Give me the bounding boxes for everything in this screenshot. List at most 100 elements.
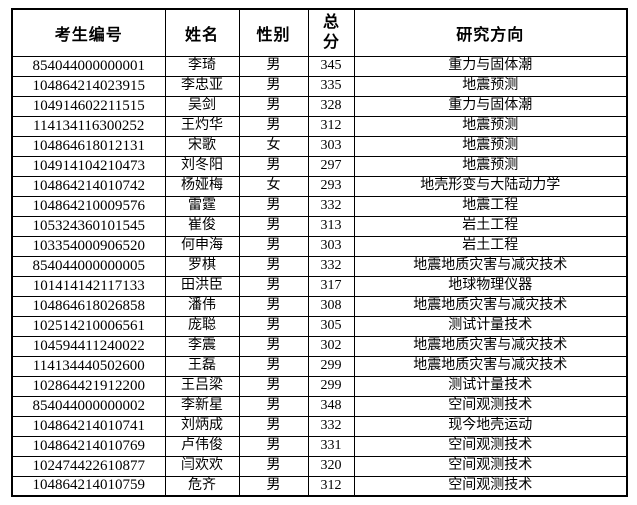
table-row: 102514210006561 庞聪男 305 测试计量技术 bbox=[11, 315, 628, 337]
cell-gender: 男 bbox=[238, 55, 309, 77]
table-row: 102474422610877 闫欢欢男 320 空间观测技术 bbox=[11, 455, 628, 477]
cell-name: 田洪臣 bbox=[164, 275, 240, 297]
cell-total-score: 297 bbox=[307, 155, 355, 177]
table-body: 854044000000001 李琦男 345 重力与固体潮 1048642140239… bbox=[11, 55, 628, 497]
cell-name: 危齐 bbox=[164, 475, 240, 497]
table-row: 114134440502600 王磊男 299 地震地质灾害与减灾技术 bbox=[11, 355, 628, 377]
table-row: 104864214010769 卢伟俊男 331 空间观测技术 bbox=[11, 435, 628, 457]
cell-name: 宋歌 bbox=[164, 135, 240, 157]
table-row: 104864210009576 雷霆男 332 地震工程 bbox=[11, 195, 628, 217]
cell-total-score: 320 bbox=[307, 455, 355, 477]
cell-name: 杨娅梅 bbox=[164, 175, 240, 197]
cell-exam-number: 104864214010769 bbox=[11, 435, 166, 457]
cell-research-direction: 重力与固体潮 bbox=[353, 95, 628, 117]
cell-gender: 男 bbox=[238, 215, 309, 237]
header-total-score: 总分 bbox=[307, 8, 355, 57]
cell-name: 吴剑 bbox=[164, 95, 240, 117]
cell-gender: 男 bbox=[238, 475, 309, 497]
cell-gender: 男 bbox=[238, 375, 309, 397]
cell-name: 王磊 bbox=[164, 355, 240, 377]
cell-gender: 男 bbox=[238, 75, 309, 97]
cell-name: 崔俊 bbox=[164, 215, 240, 237]
cell-name: 卢伟俊 bbox=[164, 435, 240, 457]
cell-total-score: 332 bbox=[307, 195, 355, 217]
cell-total-score: 312 bbox=[307, 475, 355, 497]
header-name: 姓名 bbox=[164, 8, 240, 57]
cell-gender: 男 bbox=[238, 315, 309, 337]
cell-research-direction: 地震预测 bbox=[353, 155, 628, 177]
table-row: 854044000000002 李新星男 348 空间观测技术 bbox=[11, 395, 628, 417]
cell-name: 潘伟 bbox=[164, 295, 240, 317]
cell-gender: 男 bbox=[238, 235, 309, 257]
cell-name: 王灼华 bbox=[164, 115, 240, 137]
table-row: 104864618012131 宋歌女 303 地震预测 bbox=[11, 135, 628, 157]
cell-research-direction: 岩土工程 bbox=[353, 235, 628, 257]
cell-total-score: 328 bbox=[307, 95, 355, 117]
cell-name: 庞聪 bbox=[164, 315, 240, 337]
cell-exam-number: 104914602211515 bbox=[11, 95, 166, 117]
cell-exam-number: 104864618026858 bbox=[11, 295, 166, 317]
cell-gender: 男 bbox=[238, 95, 309, 117]
cell-research-direction: 地震预测 bbox=[353, 135, 628, 157]
header-row: 考生编号 姓名 性别 总分 研究方向 bbox=[11, 8, 628, 57]
cell-gender: 男 bbox=[238, 195, 309, 217]
cell-total-score: 299 bbox=[307, 375, 355, 397]
cell-exam-number: 854044000000002 bbox=[11, 395, 166, 417]
cell-exam-number: 104864210009576 bbox=[11, 195, 166, 217]
table-row: 854044000000001 李琦男 345 重力与固体潮 bbox=[11, 55, 628, 77]
cell-research-direction: 地球物理仪器 bbox=[353, 275, 628, 297]
cell-total-score: 305 bbox=[307, 315, 355, 337]
table-row: 104864618026858 潘伟男 308 地震地质灾害与减灾技术 bbox=[11, 295, 628, 317]
cell-exam-number: 854044000000005 bbox=[11, 255, 166, 277]
cell-exam-number: 102474422610877 bbox=[11, 455, 166, 477]
table-header: 考生编号 姓名 性别 总分 研究方向 bbox=[11, 8, 628, 57]
cell-total-score: 312 bbox=[307, 115, 355, 137]
cell-name: 何申海 bbox=[164, 235, 240, 257]
cell-exam-number: 104864618012131 bbox=[11, 135, 166, 157]
cell-total-score: 331 bbox=[307, 435, 355, 457]
table-row: 104864214010741 刘炳成男 332 现今地壳运动 bbox=[11, 415, 628, 437]
table-row: 104864214023915 李忠亚男 335 地震预测 bbox=[11, 75, 628, 97]
cell-research-direction: 地震预测 bbox=[353, 75, 628, 97]
cell-research-direction: 空间观测技术 bbox=[353, 475, 628, 497]
cell-name: 刘冬阳 bbox=[164, 155, 240, 177]
cell-gender: 男 bbox=[238, 355, 309, 377]
cell-total-score: 303 bbox=[307, 235, 355, 257]
cell-research-direction: 现今地壳运动 bbox=[353, 415, 628, 437]
cell-gender: 女 bbox=[238, 175, 309, 197]
table-row: 104864214010742 杨娅梅女 293 地壳形变与大陆动力学 bbox=[11, 175, 628, 197]
cell-total-score: 308 bbox=[307, 295, 355, 317]
table-row: 102864421912200 王吕梁男 299 测试计量技术 bbox=[11, 375, 628, 397]
cell-total-score: 303 bbox=[307, 135, 355, 157]
cell-gender: 男 bbox=[238, 255, 309, 277]
cell-gender: 男 bbox=[238, 455, 309, 477]
cell-research-direction: 地震地质灾害与减灾技术 bbox=[353, 255, 628, 277]
cell-research-direction: 地震地质灾害与减灾技术 bbox=[353, 355, 628, 377]
candidate-score-table: 考生编号 姓名 性别 总分 研究方向 854044000000001 李琦男 345… bbox=[11, 8, 628, 497]
cell-gender: 男 bbox=[238, 435, 309, 457]
cell-gender: 男 bbox=[238, 335, 309, 357]
cell-total-score: 293 bbox=[307, 175, 355, 197]
cell-research-direction: 空间观测技术 bbox=[353, 455, 628, 477]
cell-total-score: 332 bbox=[307, 255, 355, 277]
cell-research-direction: 地震地质灾害与减灾技术 bbox=[353, 295, 628, 317]
cell-total-score: 313 bbox=[307, 215, 355, 237]
cell-exam-number: 104864214010741 bbox=[11, 415, 166, 437]
cell-exam-number: 854044000000001 bbox=[11, 55, 166, 77]
header-total-score-label: 总分 bbox=[322, 13, 339, 51]
cell-gender: 女 bbox=[238, 135, 309, 157]
cell-gender: 男 bbox=[238, 395, 309, 417]
cell-name: 李琦 bbox=[164, 55, 240, 77]
cell-total-score: 345 bbox=[307, 55, 355, 77]
cell-name: 刘炳成 bbox=[164, 415, 240, 437]
cell-exam-number: 104594411240022 bbox=[11, 335, 166, 357]
cell-exam-number: 114134116300252 bbox=[11, 115, 166, 137]
cell-total-score: 299 bbox=[307, 355, 355, 377]
header-gender: 性别 bbox=[238, 8, 309, 57]
cell-research-direction: 地震预测 bbox=[353, 115, 628, 137]
cell-exam-number: 104864214010742 bbox=[11, 175, 166, 197]
cell-research-direction: 岩土工程 bbox=[353, 215, 628, 237]
cell-exam-number: 104864214010759 bbox=[11, 475, 166, 497]
table-row: 105324360101545 崔俊男 313 岩土工程 bbox=[11, 215, 628, 237]
